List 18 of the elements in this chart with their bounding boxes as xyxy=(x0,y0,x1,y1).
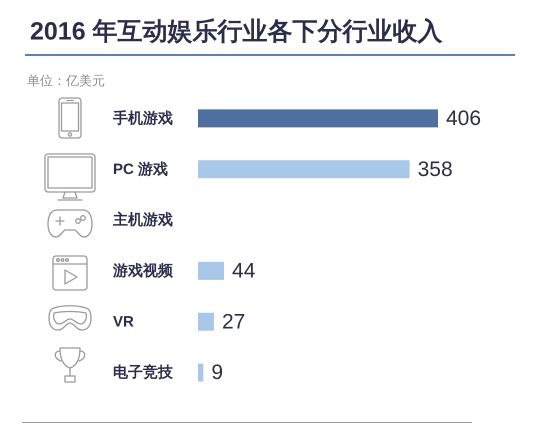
y-tick-label: 手机游戏 xyxy=(112,110,173,127)
y-tick-label: 游戏视频 xyxy=(112,262,174,280)
bar xyxy=(198,262,224,280)
data-label: 9 xyxy=(211,361,224,384)
data-label: 27 xyxy=(222,310,246,334)
data-label: 406 xyxy=(446,106,482,130)
bar xyxy=(198,364,204,382)
data-label: 44 xyxy=(232,259,256,282)
chart-title: 2016 年互动娱乐行业各下分行业收入 xyxy=(30,18,444,46)
bar xyxy=(198,109,438,128)
y-tick-label: 主机游戏 xyxy=(112,210,173,229)
bar xyxy=(198,160,410,178)
y-tick-label: VR xyxy=(113,313,134,330)
data-label: 358 xyxy=(418,158,453,181)
y-tick-label: 电子竞技 xyxy=(113,363,174,382)
y-tick-label: PC 游戏 xyxy=(113,160,168,178)
bar xyxy=(198,312,214,331)
text: 单位：亿美元 xyxy=(27,73,105,88)
